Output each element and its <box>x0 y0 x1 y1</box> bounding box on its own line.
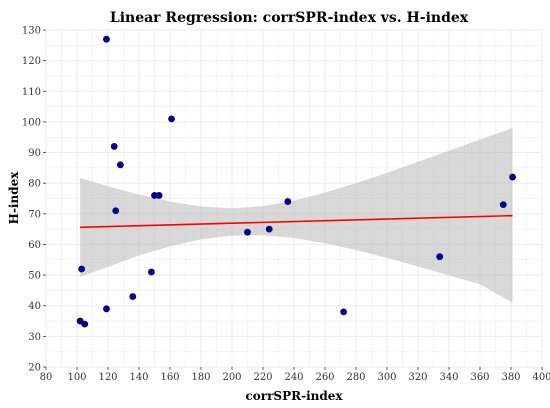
x-tick-label: 300 <box>377 372 396 383</box>
y-axis-title: H-index <box>7 171 21 225</box>
data-point <box>117 161 124 169</box>
x-tick-label: 240 <box>284 372 303 383</box>
data-point <box>499 201 507 209</box>
x-tick-label: 260 <box>315 372 334 383</box>
data-point <box>151 192 158 199</box>
data-point <box>436 253 444 261</box>
y-tick-label: 40 <box>28 301 41 312</box>
data-point <box>78 265 86 273</box>
data-point <box>340 308 347 316</box>
y-tick-label: 20 <box>28 363 41 374</box>
x-tick-label: 160 <box>160 372 179 383</box>
x-tick-label: 180 <box>191 372 210 383</box>
y-tick-label: 60 <box>28 240 41 251</box>
data-point <box>110 143 118 150</box>
y-tick-label: 120 <box>22 56 41 67</box>
x-tick-label: 220 <box>253 372 272 383</box>
x-tick-label: 400 <box>532 372 550 383</box>
x-tick-label: 200 <box>222 372 241 383</box>
chart-title: Linear Regression: corrSPR-index vs. H-i… <box>110 10 469 26</box>
y-tick-label: 50 <box>28 271 41 282</box>
data-point <box>509 173 516 181</box>
data-point <box>265 225 273 233</box>
data-point <box>129 293 137 300</box>
y-tick-label: 30 <box>28 332 41 343</box>
x-tick-label: 380 <box>501 372 520 383</box>
y-tick-label: 90 <box>28 148 41 159</box>
data-point <box>81 320 89 328</box>
data-point <box>103 35 110 43</box>
x-tick-label: 80 <box>40 372 53 383</box>
x-tick-label: 140 <box>129 372 148 383</box>
x-tick-label: 340 <box>439 372 458 383</box>
confidence-band-layer <box>80 128 513 303</box>
regression-line-layer <box>80 214 513 229</box>
x-tick-label: 120 <box>98 372 117 383</box>
x-tick-label: 360 <box>470 372 489 383</box>
data-point <box>244 228 251 236</box>
data-point <box>284 198 292 205</box>
data-point <box>155 192 163 199</box>
y-tick-label: 70 <box>28 209 41 220</box>
x-axis: 80 100 120 140 160 180 200 220 240 260 280 300 320 34… <box>40 367 550 383</box>
y-tick-label: 130 <box>22 26 41 37</box>
y-tick-label: 100 <box>22 117 41 128</box>
x-tick-label: 100 <box>67 372 86 383</box>
confidence-band <box>80 128 513 303</box>
x-tick-label: 320 <box>408 372 427 383</box>
data-points-layer <box>76 35 516 328</box>
data-point <box>148 268 155 276</box>
data-point <box>168 115 175 123</box>
y-tick-label: 110 <box>22 87 41 98</box>
regression-line <box>80 214 513 229</box>
y-axis: 20 30 40 50 60 70 80 90 100 110 120 130 <box>22 26 46 374</box>
y-tick-label: 80 <box>28 179 41 190</box>
x-tick-label: 280 <box>346 372 365 383</box>
data-point <box>103 305 110 313</box>
data-point <box>112 207 120 215</box>
x-axis-title: corrSPR-index <box>245 389 343 403</box>
